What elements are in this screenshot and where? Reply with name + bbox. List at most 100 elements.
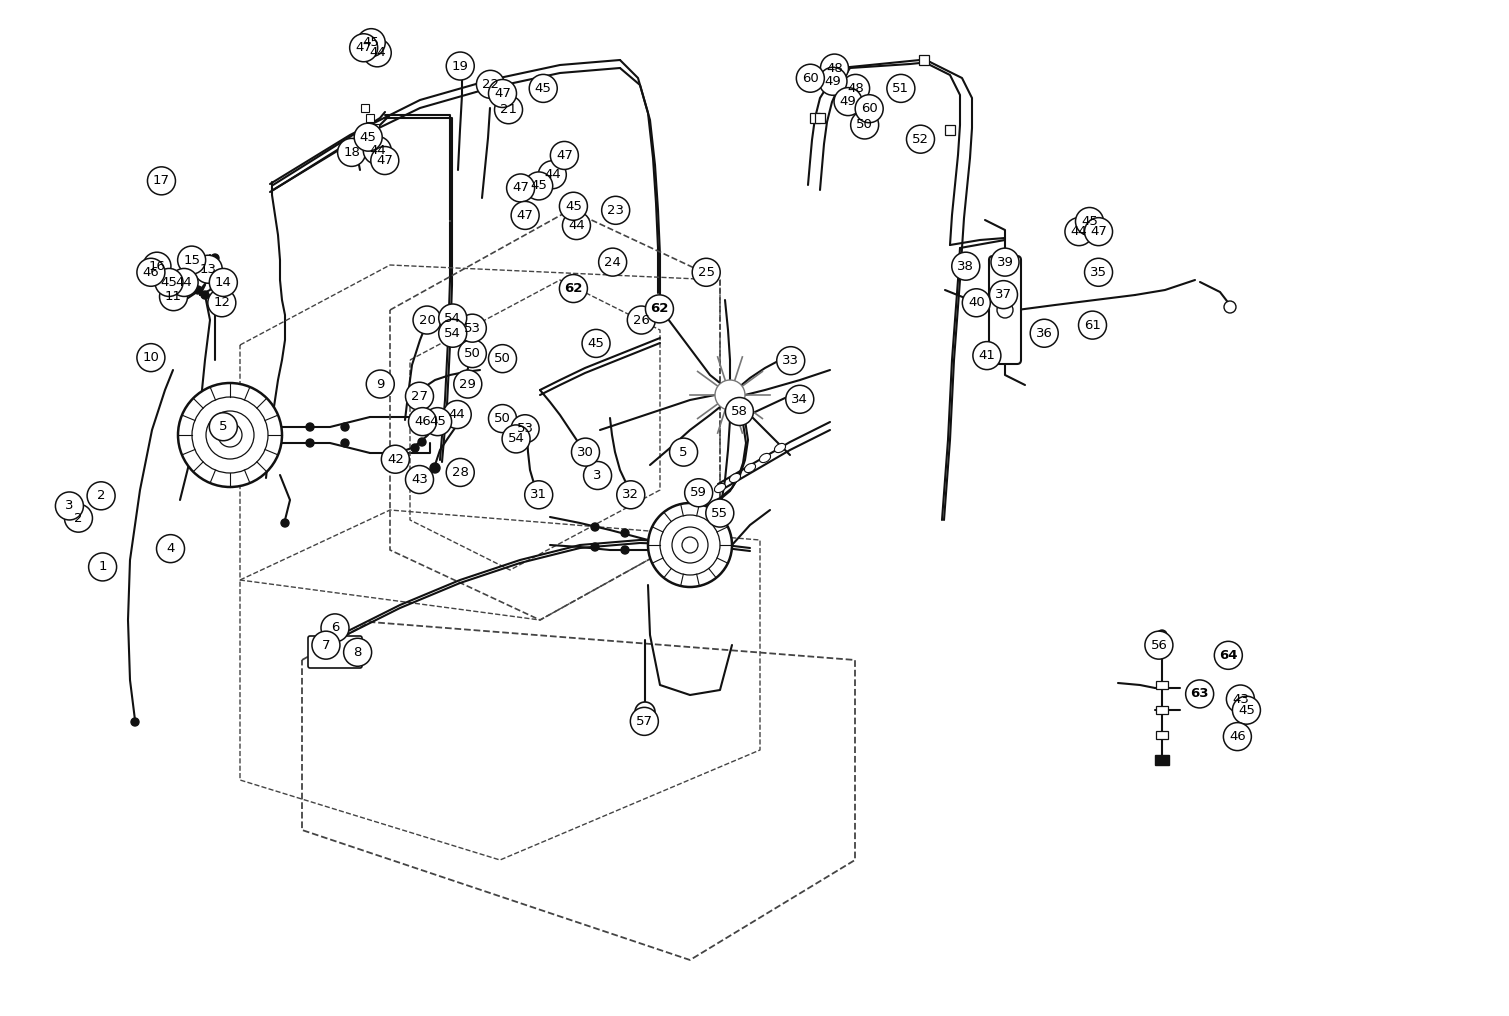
Text: 54: 54: [507, 433, 525, 445]
Circle shape: [155, 268, 183, 297]
Circle shape: [670, 438, 697, 466]
Circle shape: [406, 465, 433, 494]
Text: 40: 40: [967, 297, 985, 309]
Circle shape: [1224, 301, 1236, 313]
Circle shape: [321, 614, 349, 642]
Text: 49: 49: [824, 75, 842, 87]
Circle shape: [777, 346, 804, 375]
Text: 47: 47: [376, 154, 394, 167]
Circle shape: [963, 289, 990, 317]
Circle shape: [439, 319, 466, 347]
Text: 44: 44: [567, 219, 585, 232]
Text: 4: 4: [166, 543, 175, 555]
Bar: [945, 125, 955, 135]
Circle shape: [1031, 319, 1058, 347]
Text: 45: 45: [534, 82, 552, 94]
Circle shape: [430, 463, 441, 473]
Text: 21: 21: [499, 104, 518, 116]
Text: 55: 55: [711, 507, 729, 519]
Circle shape: [685, 479, 712, 507]
Text: 46: 46: [142, 266, 160, 278]
Circle shape: [207, 411, 254, 459]
Text: 45: 45: [587, 337, 605, 350]
Text: 45: 45: [429, 416, 447, 428]
Circle shape: [851, 111, 878, 139]
Circle shape: [364, 136, 391, 165]
Text: 44: 44: [368, 47, 386, 59]
Circle shape: [726, 397, 753, 426]
Text: 6: 6: [330, 622, 340, 634]
Circle shape: [409, 407, 436, 436]
Circle shape: [410, 444, 420, 452]
Text: 46: 46: [1228, 731, 1246, 743]
Circle shape: [1157, 630, 1166, 640]
Circle shape: [439, 304, 466, 332]
Bar: [370, 148, 377, 156]
Circle shape: [659, 515, 720, 575]
Circle shape: [907, 125, 934, 153]
Circle shape: [201, 274, 210, 282]
Text: 54: 54: [444, 327, 462, 339]
Circle shape: [444, 400, 471, 429]
Circle shape: [507, 174, 534, 202]
Text: 44: 44: [175, 276, 193, 289]
Circle shape: [418, 438, 426, 446]
Text: 45: 45: [359, 131, 377, 143]
Circle shape: [582, 329, 610, 358]
Circle shape: [178, 383, 282, 487]
Text: 47: 47: [516, 209, 534, 221]
Circle shape: [1186, 680, 1213, 708]
Circle shape: [341, 439, 349, 447]
Bar: [350, 152, 361, 160]
Bar: [1156, 731, 1168, 739]
Circle shape: [602, 196, 629, 225]
Text: 47: 47: [493, 87, 512, 100]
Circle shape: [1065, 217, 1093, 246]
Ellipse shape: [714, 484, 726, 493]
Circle shape: [599, 248, 626, 276]
Circle shape: [371, 146, 398, 175]
Text: 2: 2: [97, 490, 106, 502]
Text: 48: 48: [847, 82, 865, 94]
FancyBboxPatch shape: [988, 256, 1022, 364]
Circle shape: [358, 28, 385, 57]
Circle shape: [306, 423, 314, 431]
Circle shape: [797, 64, 824, 92]
Circle shape: [344, 638, 371, 666]
Text: 45: 45: [160, 276, 178, 289]
Text: 53: 53: [516, 423, 534, 435]
Text: 25: 25: [697, 266, 715, 278]
Text: 47: 47: [512, 182, 530, 194]
Circle shape: [477, 70, 504, 99]
Text: 57: 57: [635, 715, 653, 727]
Ellipse shape: [744, 463, 756, 472]
Circle shape: [502, 425, 530, 453]
Circle shape: [447, 52, 474, 80]
Circle shape: [160, 282, 187, 311]
Circle shape: [672, 527, 708, 563]
Circle shape: [647, 503, 732, 587]
Circle shape: [489, 79, 516, 108]
Text: 51: 51: [892, 82, 910, 94]
Bar: [1156, 706, 1168, 714]
Circle shape: [997, 302, 1013, 318]
Text: 7: 7: [321, 639, 330, 651]
Bar: [371, 124, 379, 132]
Circle shape: [489, 404, 516, 433]
Circle shape: [157, 534, 184, 563]
Text: 46: 46: [413, 416, 432, 428]
Text: 47: 47: [555, 149, 573, 162]
Text: 31: 31: [530, 489, 548, 501]
Circle shape: [56, 492, 83, 520]
Text: 34: 34: [791, 393, 809, 405]
Circle shape: [192, 397, 269, 473]
Text: 36: 36: [1035, 327, 1053, 339]
Circle shape: [424, 407, 451, 436]
Circle shape: [525, 481, 552, 509]
Text: 47: 47: [355, 42, 373, 54]
Circle shape: [406, 382, 433, 410]
Circle shape: [210, 412, 237, 441]
FancyBboxPatch shape: [308, 636, 362, 668]
Text: 20: 20: [418, 314, 436, 326]
Text: 50: 50: [856, 119, 874, 131]
